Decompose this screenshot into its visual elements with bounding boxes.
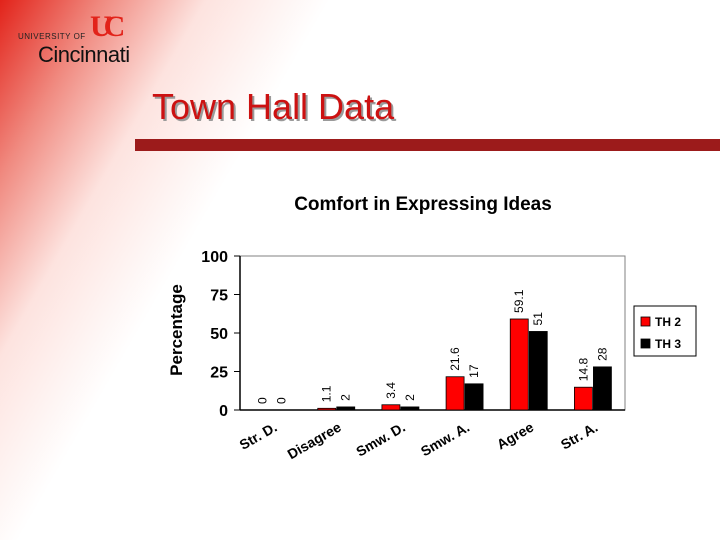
bar-th3-1 [336,406,356,411]
bar-th3-3 [464,383,484,411]
data-label: 51 [531,312,545,326]
y-axis-ticks: 0 25 50 75 100 [201,249,625,420]
university-logo: UC UNIVERSITY OF Cincinnati [18,12,148,68]
y-tick-label: 75 [210,288,228,305]
uc-logo-mark: UC [90,10,126,43]
y-tick-label: 0 [219,403,228,420]
x-tick-label: Smw. A. [418,419,472,460]
title-rule [135,139,720,151]
data-label: 0 [256,397,270,404]
data-label: 2 [403,394,417,401]
bars [317,318,612,411]
bar-th3-4 [528,331,548,411]
x-axis-ticks: Str. D. Disagree Smw. D. Smw. A. Agree Str. A… [237,419,601,463]
bar-th2-1 [317,407,337,411]
y-axis-label: Percentage [167,284,186,376]
data-label: 59.1 [512,289,526,313]
x-tick-label: Agree [494,419,537,453]
x-tick-label: Disagree [285,419,344,463]
slide-title: Town Hall Data [152,86,395,127]
legend-label: TH 3 [655,337,681,351]
bar-th2-4 [509,318,529,411]
legend-label: TH 2 [655,315,681,329]
bar-th3-2 [400,406,420,411]
data-label: 28 [595,347,609,361]
data-label: 0 [275,397,289,404]
legend-swatch-th2 [640,316,651,327]
x-tick-label: Str. D. [237,419,280,453]
y-tick-label: 100 [201,249,228,266]
bar-th3-5 [593,366,612,411]
data-label: 3.4 [384,382,398,399]
data-label: 1.1 [320,385,334,402]
x-tick-label: Str. A. [558,419,601,453]
x-tick-label: Smw. D. [353,419,408,460]
data-label: 17 [467,364,481,378]
logo-institution-line: UNIVERSITY OF [18,32,86,41]
bar-th2-3 [445,376,465,411]
data-label: 14.8 [576,358,590,382]
data-label: 2 [339,394,353,401]
bar-th2-2 [381,404,401,411]
bar-th2-5 [574,386,593,411]
plot-area-border [239,255,626,411]
legend-swatch-th3 [640,338,651,349]
logo-city-name: Cincinnati [38,42,130,67]
y-tick-label: 50 [210,326,228,343]
data-labels: 0 0 1.1 2 3.4 2 21.6 17 59.1 51 14.8 28 [256,289,610,404]
gridlines [239,255,626,411]
chart-title: Comfort in Expressing Ideas [294,194,552,215]
data-label: 21.6 [448,347,462,371]
y-tick-label: 25 [210,365,228,382]
legend: TH 2 TH 3 [633,305,697,357]
